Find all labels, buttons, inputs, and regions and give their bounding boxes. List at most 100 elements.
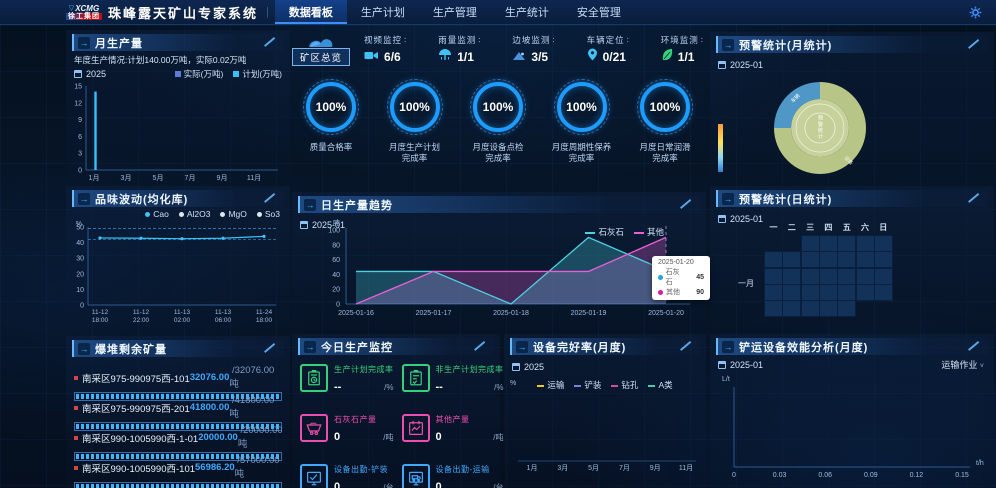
gauge-label: 月度日常润滑 完成率: [639, 142, 691, 164]
panel-grade-fluctuation: → 品味波动(均化库) Cao Al2O3 MgO So3 % 0 10 20 30 40 50 11…: [66, 186, 290, 330]
equipment-rate-chart[interactable]: 1月 3月 5月 7月 9月 11月: [504, 391, 706, 478]
rain-icon: [438, 48, 452, 66]
stat-value: 0/21: [602, 50, 626, 64]
company-text: 徐工集团: [66, 12, 102, 20]
operation-dropdown[interactable]: 运输作业 ˅: [941, 360, 984, 370]
svg-text:9月: 9月: [217, 174, 228, 182]
mine-overview-button[interactable]: 矿区总览: [292, 47, 351, 66]
panel-title: 铲运设备效能分析(月度): [739, 341, 869, 354]
gauge-ring: 100%: [386, 79, 443, 135]
calendar-icon: [512, 363, 520, 371]
svg-text:5月: 5月: [588, 464, 599, 472]
nav-item-生产统计[interactable]: 生产统计: [504, 7, 549, 19]
panel-monthly-production: → 月生产量 年度生产情况:计划140.00万吨，实际0.02万吨 2025 实际…: [66, 30, 290, 182]
calendar-day-cell: [782, 283, 802, 301]
svg-text:80: 80: [332, 242, 340, 249]
monthly-production-chart[interactable]: 0 3 6 9 12 15 1月 3月 5月 7月 9月 11月: [66, 80, 290, 189]
calendar-day-cell: [818, 235, 838, 252]
kpi-gauges: 100% 质量合格率 100% 月度生产计划 完成率 100% 月度设备点检 完成率 100% 月…: [292, 74, 704, 186]
legend-item[interactable]: 运输: [537, 379, 564, 391]
panel-arrow-icon: →: [722, 38, 734, 51]
settings-gear-icon[interactable]: [969, 6, 982, 19]
production-card-非生产计划完成率: 非生产计划完成率 -- /%: [401, 362, 504, 412]
calendar-day-cell: [764, 300, 783, 318]
legend-item[interactable]: 铲装: [574, 379, 601, 391]
stat-雨量监测: 雨量监测 ∶ 1/1: [438, 34, 481, 66]
calendar-day-cell: [873, 267, 893, 285]
blast-area-name: 南采区990-1005990西-1-01: [82, 433, 199, 445]
alert-sunburst-chart[interactable]: 预警统计 车辆 设备: [710, 70, 993, 191]
legend-item[interactable]: 钻孔: [611, 379, 638, 391]
month-picker[interactable]: 2025-01: [718, 214, 763, 224]
calendar-day-cell: [782, 300, 802, 318]
svg-text:t/h: t/h: [976, 460, 984, 467]
nav-item-安全管理[interactable]: 安全管理: [576, 7, 621, 19]
nav-item-生产管理[interactable]: 生产管理: [432, 7, 477, 19]
card-value: 0: [334, 431, 341, 443]
svg-text:0.03: 0.03: [773, 472, 787, 479]
monthly-legend[interactable]: 实际(万吨) 计划(万吨): [174, 68, 282, 80]
calendar-day-cell: [818, 267, 838, 285]
svg-text:3月: 3月: [557, 464, 568, 472]
legend-item[interactable]: 实际(万吨): [174, 68, 223, 80]
total-value: /57000.00吨: [234, 455, 280, 480]
legend-item[interactable]: 其他: [633, 226, 664, 238]
svg-text:18:00: 18:00: [92, 317, 109, 324]
month-picker[interactable]: 2025-01: [718, 60, 763, 70]
trend-legend[interactable]: 石灰石 其他: [585, 226, 664, 238]
calendar-icon: [300, 221, 308, 229]
monitor-loader-icon: [300, 464, 328, 488]
legend-item[interactable]: Cao: [145, 209, 169, 219]
calendar-day-cell: [764, 267, 783, 285]
chevron-down-icon: ˅: [979, 363, 984, 370]
panel-title: 日生产量趋势: [321, 199, 393, 212]
calendar-day-cell: [818, 283, 838, 301]
legend-item[interactable]: Al2O3: [178, 209, 210, 219]
panel-arrow-icon: →: [516, 340, 528, 353]
stat-label: 车辆定位 ∶: [586, 35, 630, 45]
svg-text:9: 9: [78, 117, 82, 124]
nav-item-生产计划[interactable]: 生产计划: [360, 7, 405, 19]
legend-item[interactable]: 石灰石: [585, 226, 624, 238]
panel-arrow-icon: →: [304, 340, 316, 353]
svg-text:11月: 11月: [679, 464, 693, 472]
legend-item[interactable]: MgO: [220, 209, 247, 219]
month-picker[interactable]: 2025-01: [718, 360, 763, 370]
year-picker[interactable]: 2025: [74, 69, 106, 79]
remaining-value: 20000.00: [198, 432, 238, 443]
card-title: 生产计划完成率: [334, 365, 394, 374]
efficiency-scatter-chart[interactable]: L/t 0 0.03 0.06 0.09 0.12 0.15 t/h: [710, 371, 994, 488]
remaining-value: 41800.00: [189, 402, 230, 413]
app-header: ▽ XCMG 徐工集团 珠峰露天矿山专家系统 | 数据看板 生产计划 生产管理 生产统计…: [0, 0, 996, 25]
svg-text:9月: 9月: [650, 464, 661, 472]
panel-blast-pile: → 爆堆剩余矿量 南采区975-990975西-101 32076.00 /3207…: [66, 336, 290, 488]
nav-item-数据看板[interactable]: 数据看板: [274, 0, 347, 24]
grade-legend[interactable]: Cao Al2O3 MgO So3: [66, 209, 280, 219]
calendar-day-cell: [764, 251, 783, 269]
gauge-value: 100%: [566, 100, 597, 114]
grade-fluctuation-chart[interactable]: % 0 10 20 30 40 50 11-12 18:00 11-12 22:00 11-13 02:…: [66, 219, 290, 330]
bullet-icon: [74, 405, 78, 410]
calendar-day-cell: [855, 267, 875, 285]
month-picker[interactable]: 2025-01: [300, 220, 345, 230]
equipment-legend[interactable]: 运输 铲装 钻孔 A类: [504, 379, 706, 391]
legend-item[interactable]: 计划(万吨): [233, 68, 282, 80]
svg-text:0: 0: [78, 168, 82, 175]
legend-item[interactable]: A类: [648, 379, 673, 391]
bullet-icon: [74, 435, 78, 440]
year-picker[interactable]: 2025: [512, 362, 544, 372]
calendar-day-cell: [800, 283, 820, 301]
svg-text:60: 60: [332, 257, 340, 264]
calendar-icon: [718, 61, 726, 69]
calendar-day-cell: [837, 283, 857, 301]
card-value: --: [435, 381, 443, 393]
card-title: 非生产计划完成率: [435, 365, 504, 374]
calendar-day-cell: [855, 235, 875, 252]
svg-text:0: 0: [336, 302, 340, 309]
weekday-header: 五: [842, 223, 851, 232]
daily-trend-chart[interactable]: 吨 0 20 40 60 80 100 2025-01-16 2025-01-17 2025-01…: [294, 216, 704, 331]
legend-item[interactable]: So3: [256, 209, 280, 219]
svg-text:%: %: [76, 221, 82, 228]
card-unit: /吨: [493, 433, 504, 442]
gauge-ring: 100%: [553, 79, 610, 135]
